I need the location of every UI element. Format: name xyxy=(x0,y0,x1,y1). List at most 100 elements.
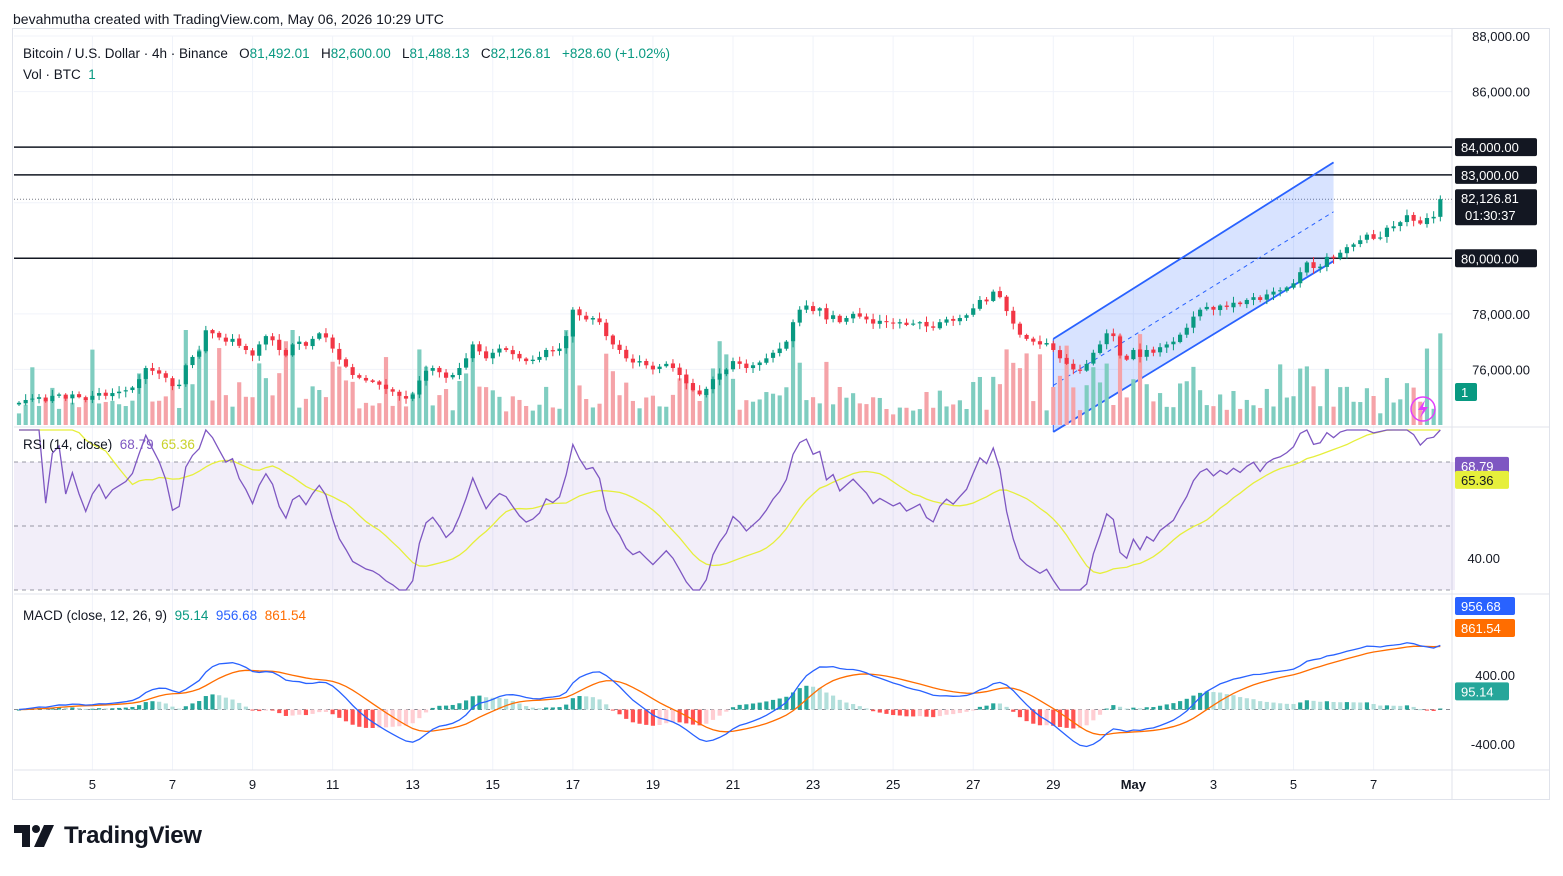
volume-bar-93 xyxy=(637,408,642,425)
high-value: 82,600.00 xyxy=(330,46,391,61)
symbol-name: Bitcoin / U.S. Dollar · 4h · Binance xyxy=(23,46,228,61)
volume-bar-14 xyxy=(110,400,115,425)
candle-173 xyxy=(1171,337,1176,351)
candle-body-26 xyxy=(190,356,195,366)
macd-hist-186 xyxy=(1258,701,1263,710)
candle-64 xyxy=(443,369,449,383)
candle-156 xyxy=(1057,345,1063,363)
candle-body-125 xyxy=(851,313,856,319)
symbol-legend: Bitcoin / U.S. Dollar · 4h · Binance O81… xyxy=(23,46,670,61)
candle-body-6 xyxy=(56,394,62,396)
macd-hist-17 xyxy=(130,706,135,710)
volume-bar-144 xyxy=(977,376,982,425)
candle-body-208 xyxy=(1404,215,1410,223)
candle-body-34 xyxy=(243,345,248,350)
candle-body-95 xyxy=(650,365,656,370)
candle-body-166 xyxy=(1124,355,1129,360)
macd-hist-99 xyxy=(677,709,682,723)
candle-body-147 xyxy=(997,291,1002,298)
macd-hist-27 xyxy=(197,701,202,710)
tradingview-wordmark: TradingView xyxy=(64,822,202,849)
macd-hist-202 xyxy=(1364,702,1370,710)
candle-body-83 xyxy=(570,309,575,337)
macd-hist-39 xyxy=(277,709,282,714)
candle-body-155 xyxy=(1051,343,1056,350)
candle-83 xyxy=(570,307,575,343)
volume-bar-123 xyxy=(837,386,842,425)
macd-hist-120 xyxy=(817,688,822,710)
macd-hist-83 xyxy=(570,698,575,710)
macd-hist-12 xyxy=(96,708,102,710)
volume-bar-26 xyxy=(190,384,195,425)
volume-bar-131 xyxy=(891,414,896,425)
volume-bar-29 xyxy=(210,400,215,425)
volume-bar-6 xyxy=(56,408,62,425)
candle-body-89 xyxy=(610,335,615,345)
tradingview-logo[interactable]: TradingView xyxy=(14,822,202,850)
candle-body-124 xyxy=(844,318,849,322)
volume-bar-17 xyxy=(130,400,135,425)
candle-49 xyxy=(343,357,349,369)
volume-bar-164 xyxy=(1111,405,1116,425)
candle-7 xyxy=(63,393,68,402)
macd-hist-152 xyxy=(1031,709,1036,724)
candle-169 xyxy=(1144,345,1149,361)
candle-62 xyxy=(430,365,435,376)
volume-bar-184 xyxy=(1244,399,1249,425)
volume-bar-142 xyxy=(964,408,969,425)
macd-hist-204 xyxy=(1378,705,1383,710)
volume-bar-81 xyxy=(557,408,562,425)
candle-69 xyxy=(477,341,482,355)
volume-bar-153 xyxy=(1037,354,1043,425)
candle-body-88 xyxy=(604,322,609,337)
candle-body-203 xyxy=(1371,234,1376,239)
macd-hist-205 xyxy=(1384,705,1390,710)
candle-52 xyxy=(363,375,369,383)
volume-bar-48 xyxy=(337,366,342,425)
candle-45 xyxy=(317,331,322,341)
candle-60 xyxy=(417,376,422,399)
candle-body-25 xyxy=(183,365,188,385)
macd-hist-183 xyxy=(1238,697,1243,710)
candle-36 xyxy=(257,341,262,361)
macd-hist-76 xyxy=(524,706,529,710)
volume-bar-185 xyxy=(1251,405,1256,425)
volume-bar-32 xyxy=(230,406,235,425)
macd-hist-193 xyxy=(1304,700,1309,710)
candle-body-62 xyxy=(430,368,435,371)
candle-body-108 xyxy=(737,361,742,364)
macd-hist-137 xyxy=(931,709,936,718)
candle-body-196 xyxy=(1324,256,1329,267)
volume-bar-50 xyxy=(350,381,355,425)
candle-body-169 xyxy=(1144,349,1149,357)
volume-bar-121 xyxy=(824,361,829,425)
macd-hist-148 xyxy=(1004,706,1009,710)
macd-hist-70 xyxy=(484,697,489,710)
volume-bar-156 xyxy=(1057,375,1063,425)
volume-bar-129 xyxy=(877,397,882,425)
volume-bar-61 xyxy=(423,366,429,425)
candle-158 xyxy=(1071,359,1076,375)
candles[interactable] xyxy=(16,195,1443,406)
volume-bar-97 xyxy=(664,406,669,425)
volume-bar-177 xyxy=(1198,390,1203,425)
macd-hist-80 xyxy=(550,707,555,710)
candle-body-191 xyxy=(1291,283,1296,288)
macd-hist-92 xyxy=(630,709,635,723)
candle-body-180 xyxy=(1218,305,1223,311)
volume-bar-40 xyxy=(283,341,288,425)
candle-35 xyxy=(250,348,255,362)
candle-body-63 xyxy=(437,367,442,373)
volume-bar-178 xyxy=(1204,405,1209,425)
candle-body-65 xyxy=(450,374,455,378)
volume-bar-117 xyxy=(797,362,802,425)
volume-bar-208 xyxy=(1404,383,1410,425)
volume-bar-199 xyxy=(1344,386,1349,425)
candle-body-51 xyxy=(357,375,362,378)
volume-bar-73 xyxy=(504,411,509,425)
volume-bar-203 xyxy=(1371,396,1376,425)
candle-body-94 xyxy=(644,360,649,366)
volume-bar-0 xyxy=(16,413,22,425)
macd-hist-108 xyxy=(737,704,742,710)
